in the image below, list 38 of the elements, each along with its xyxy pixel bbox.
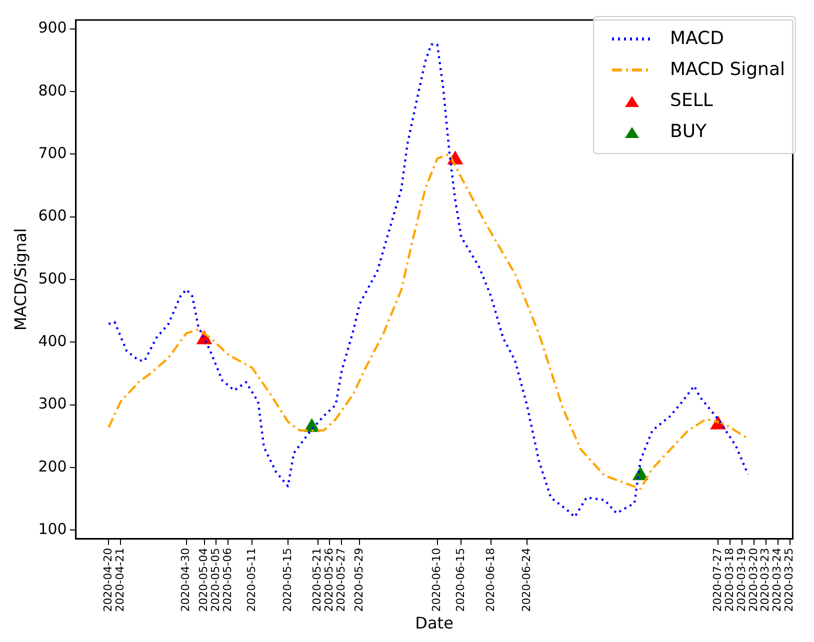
x-tick-label: 2020-03-18: [722, 548, 736, 612]
x-tick-label: 2020-06-15: [454, 548, 468, 612]
x-tick-label: 2020-06-18: [484, 548, 497, 612]
x-tick-label: 2020-04-21: [113, 548, 126, 612]
x-tick-label: 2020-05-11: [244, 548, 258, 612]
x-tick-label: 2020-03-19: [734, 548, 748, 612]
x-tick-label: 2020-03-24: [770, 548, 784, 612]
y-axis-title: MACD/Signal: [10, 228, 30, 331]
y-tick-label: 300: [38, 394, 67, 413]
x-tick-label: 2020-07-27: [710, 548, 724, 612]
x-tick-label: 2020-06-24: [520, 548, 533, 612]
x-tick-label: 2020-06-10: [430, 548, 444, 612]
legend-label: SELL: [670, 90, 713, 111]
legend-label: MACD: [670, 28, 724, 49]
y-tick-label: 100: [38, 520, 67, 538]
x-tick-label: 2020-04-30: [179, 548, 192, 612]
legend-label: MACD Signal: [670, 59, 785, 80]
y-tick-label: 200: [38, 457, 67, 476]
x-axis-title: Date: [415, 614, 454, 633]
x-tick-label: 2020-04-20: [102, 548, 115, 612]
x-tick-label: 2020-03-25: [782, 548, 796, 612]
y-tick-label: 500: [38, 269, 67, 288]
y-tick-label: 900: [38, 18, 67, 37]
x-tick-label: 2020-05-05: [209, 548, 222, 612]
legend-label: BUY: [670, 121, 707, 142]
x-tick-label: 2020-05-29: [352, 548, 366, 612]
x-tick-label: 2020-05-15: [280, 548, 294, 612]
x-tick-label: 2020-03-20: [746, 548, 760, 612]
y-tick-label: 800: [38, 81, 67, 100]
x-tick-label: 2020-05-04: [197, 548, 210, 612]
x-tick-label: 2020-03-23: [758, 548, 772, 612]
y-tick-label: 400: [38, 332, 67, 350]
y-tick-label: 600: [38, 206, 67, 225]
x-tick-label: 2020-05-27: [334, 548, 348, 612]
x-tick-label: 2020-05-21: [310, 548, 324, 612]
y-tick-label: 700: [38, 144, 67, 162]
x-tick-label: 2020-05-06: [221, 548, 234, 612]
x-tick-label: 2020-05-26: [322, 548, 336, 612]
